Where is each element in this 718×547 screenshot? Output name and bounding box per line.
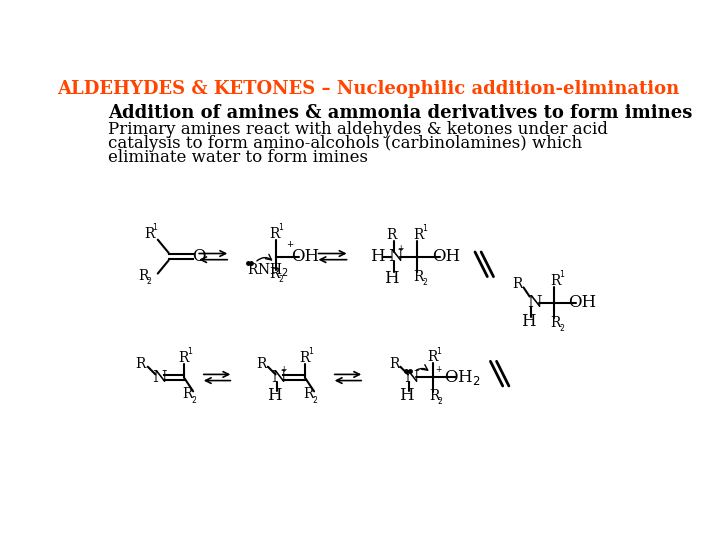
Text: $^1$: $^1$ xyxy=(421,224,428,234)
Text: H: H xyxy=(385,270,399,287)
Text: OH: OH xyxy=(432,248,460,265)
Text: N: N xyxy=(527,294,541,311)
Text: eliminate water to form imines: eliminate water to form imines xyxy=(108,149,368,166)
Text: R: R xyxy=(429,389,439,403)
Text: OH: OH xyxy=(568,294,596,311)
Text: $^1$: $^1$ xyxy=(278,222,284,232)
Text: ALDEHYDES & KETONES – Nucleophilic addition-elimination: ALDEHYDES & KETONES – Nucleophilic addit… xyxy=(57,79,679,97)
Text: R: R xyxy=(551,316,561,330)
Text: R: R xyxy=(427,351,438,364)
Text: $^2$: $^2$ xyxy=(422,278,428,288)
Text: R: R xyxy=(144,226,154,241)
Text: Addition of amines & ammonia derivatives to form imines: Addition of amines & ammonia derivatives… xyxy=(108,104,693,122)
Text: $^+$: $^+$ xyxy=(396,244,405,254)
Text: O: O xyxy=(192,248,206,265)
Text: Primary amines react with aldehydes & ketones under acid: Primary amines react with aldehydes & ke… xyxy=(108,121,608,138)
Text: $^1$: $^1$ xyxy=(152,222,159,232)
Text: R: R xyxy=(414,228,424,242)
Text: catalysis to form amino-alcohols (carbinolamines) which: catalysis to form amino-alcohols (carbin… xyxy=(108,135,582,152)
Text: R: R xyxy=(270,226,280,241)
Text: R: R xyxy=(387,228,397,242)
Text: R: R xyxy=(179,351,189,365)
Text: R: R xyxy=(389,357,399,371)
Text: $^2$: $^2$ xyxy=(559,324,565,334)
Text: R: R xyxy=(256,357,267,371)
Text: R: R xyxy=(270,266,280,281)
Text: $^2$: $^2$ xyxy=(191,395,197,405)
Text: R: R xyxy=(136,357,146,371)
Text: OH$_2$: OH$_2$ xyxy=(444,368,480,387)
Text: H: H xyxy=(521,313,536,330)
Text: R: R xyxy=(512,277,523,290)
Text: $^2$: $^2$ xyxy=(437,397,444,407)
Text: H: H xyxy=(370,248,385,265)
Text: $^2$: $^2$ xyxy=(146,277,152,287)
Text: R: R xyxy=(138,269,149,283)
Text: R: R xyxy=(182,387,193,401)
Text: $^1$: $^1$ xyxy=(436,346,442,356)
Text: N: N xyxy=(388,248,403,265)
Text: RNH$_2$: RNH$_2$ xyxy=(247,262,289,279)
Text: $^1$: $^1$ xyxy=(559,270,565,280)
Text: N: N xyxy=(271,369,286,386)
Text: $^+$: $^+$ xyxy=(434,365,444,375)
Text: $^1$: $^1$ xyxy=(308,347,314,357)
Text: R: R xyxy=(299,351,310,365)
Text: R: R xyxy=(414,270,424,284)
Text: N: N xyxy=(152,369,167,386)
Text: $^+$: $^+$ xyxy=(279,365,289,375)
Text: R: R xyxy=(551,274,561,288)
Text: $^2$: $^2$ xyxy=(312,395,318,405)
Text: H: H xyxy=(399,387,414,404)
Text: $^2$: $^2$ xyxy=(278,275,284,284)
Text: N: N xyxy=(404,369,419,386)
Text: $^1$: $^1$ xyxy=(187,347,193,357)
Text: H: H xyxy=(268,387,282,404)
Text: $^+$: $^+$ xyxy=(285,241,295,254)
Text: R: R xyxy=(304,387,314,401)
Text: OH: OH xyxy=(292,248,320,265)
